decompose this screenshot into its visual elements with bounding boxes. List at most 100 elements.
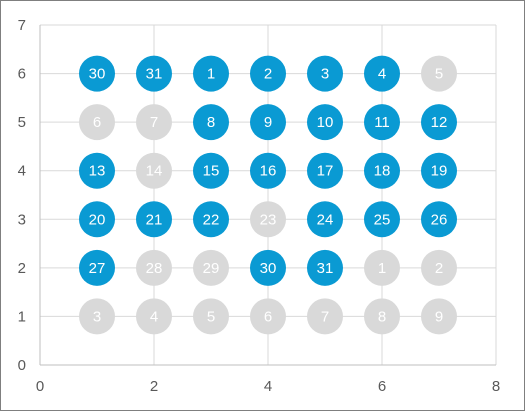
- data-point: 17: [307, 152, 343, 189]
- data-point: 6: [79, 104, 115, 141]
- data-point: 29: [193, 249, 229, 286]
- data-point: 31: [307, 249, 343, 286]
- data-point-label: 9: [264, 114, 272, 131]
- data-point-marker-inactive: [79, 298, 115, 335]
- data-point: 14: [136, 152, 172, 189]
- data-point-marker-active: [79, 55, 115, 92]
- data-point-marker-active: [421, 104, 457, 141]
- data-point-label: 21: [146, 211, 163, 228]
- data-point-label: 28: [146, 260, 163, 277]
- x-axis-tick-labels: 0 2 4 6 8: [36, 378, 500, 395]
- data-point: 5: [421, 55, 457, 92]
- data-point: 30: [79, 55, 115, 92]
- data-point: 4: [136, 298, 172, 335]
- data-point-marker-inactive: [364, 298, 400, 335]
- data-point: 1: [364, 249, 400, 286]
- data-point: 7: [136, 104, 172, 141]
- data-point: 8: [364, 298, 400, 335]
- y-axis-tick-labels: 0 1 2 3 4 5 6 7: [18, 17, 26, 374]
- data-point-label: 18: [374, 163, 391, 180]
- data-point-label: 9: [435, 308, 443, 325]
- data-point: 12: [421, 104, 457, 141]
- data-point-marker-inactive: [250, 201, 286, 238]
- data-point: 26: [421, 201, 457, 238]
- data-point-marker-inactive: [193, 249, 229, 286]
- data-point-label: 6: [264, 308, 272, 325]
- data-point: 22: [193, 201, 229, 238]
- data-point: 10: [307, 104, 343, 141]
- data-point-marker-active: [79, 249, 115, 286]
- data-point: 5: [193, 298, 229, 335]
- data-point: 9: [421, 298, 457, 335]
- data-point-label: 23: [260, 211, 277, 228]
- data-point-marker-active: [421, 201, 457, 238]
- data-point: 2: [250, 55, 286, 92]
- x-tick-label: 8: [492, 378, 500, 395]
- x-tick-label: 0: [36, 378, 44, 395]
- data-point-marker-inactive: [79, 104, 115, 141]
- y-tick-label: 6: [18, 66, 26, 83]
- x-tick-label: 2: [150, 378, 158, 395]
- data-point-label: 8: [207, 114, 215, 131]
- data-point-marker-active: [307, 152, 343, 189]
- data-point-marker-active: [307, 201, 343, 238]
- y-tick-label: 5: [18, 114, 26, 131]
- data-point: 23: [250, 201, 286, 238]
- data-point-marker-active: [307, 55, 343, 92]
- data-point: 31: [136, 55, 172, 92]
- data-point: 4: [364, 55, 400, 92]
- data-point: 24: [307, 201, 343, 238]
- data-point-label: 5: [435, 66, 443, 83]
- data-point-marker-inactive: [307, 298, 343, 335]
- data-point: 2: [421, 249, 457, 286]
- data-point-marker-active: [307, 249, 343, 286]
- data-point-label: 15: [203, 163, 220, 180]
- data-point-marker-active: [79, 201, 115, 238]
- y-tick-label: 2: [18, 260, 26, 277]
- data-point: 6: [250, 298, 286, 335]
- data-point-label: 3: [93, 308, 101, 325]
- data-point-label: 1: [378, 260, 386, 277]
- data-point-marker-inactive: [136, 104, 172, 141]
- data-point: 30: [250, 249, 286, 286]
- data-point-label: 27: [89, 260, 106, 277]
- data-point-marker-inactive: [364, 249, 400, 286]
- data-point-label: 7: [150, 114, 158, 131]
- data-point: 13: [79, 152, 115, 189]
- data-point-marker-active: [364, 55, 400, 92]
- data-point: 7: [307, 298, 343, 335]
- data-point-label: 30: [89, 66, 106, 83]
- data-point: 8: [193, 104, 229, 141]
- data-point-label: 2: [435, 260, 443, 277]
- data-point-label: 3: [321, 66, 329, 83]
- data-point-label: 13: [89, 163, 106, 180]
- data-point-label: 29: [203, 260, 220, 277]
- data-point: 16: [250, 152, 286, 189]
- data-point: 28: [136, 249, 172, 286]
- data-point-label: 12: [431, 114, 448, 131]
- data-point-marker-inactive: [136, 152, 172, 189]
- x-tick-label: 6: [378, 378, 386, 395]
- data-point-marker-inactive: [136, 298, 172, 335]
- data-point-label: 30: [260, 260, 277, 277]
- data-point-marker-active: [250, 249, 286, 286]
- data-point: 11: [364, 104, 400, 141]
- data-point: 3: [79, 298, 115, 335]
- data-point-marker-active: [364, 152, 400, 189]
- data-point: 25: [364, 201, 400, 238]
- data-point: 1: [193, 55, 229, 92]
- data-point: 18: [364, 152, 400, 189]
- data-point-marker-active: [364, 104, 400, 141]
- data-point-label: 22: [203, 211, 220, 228]
- data-point-label: 26: [431, 211, 448, 228]
- data-point-label: 11: [374, 114, 390, 131]
- y-tick-label: 0: [18, 357, 26, 374]
- data-point-marker-active: [250, 55, 286, 92]
- data-point-label: 4: [378, 66, 386, 83]
- data-point-label: 31: [317, 260, 334, 277]
- data-point-label: 1: [207, 66, 215, 83]
- data-point-marker-active: [193, 104, 229, 141]
- data-point-label: 19: [431, 163, 448, 180]
